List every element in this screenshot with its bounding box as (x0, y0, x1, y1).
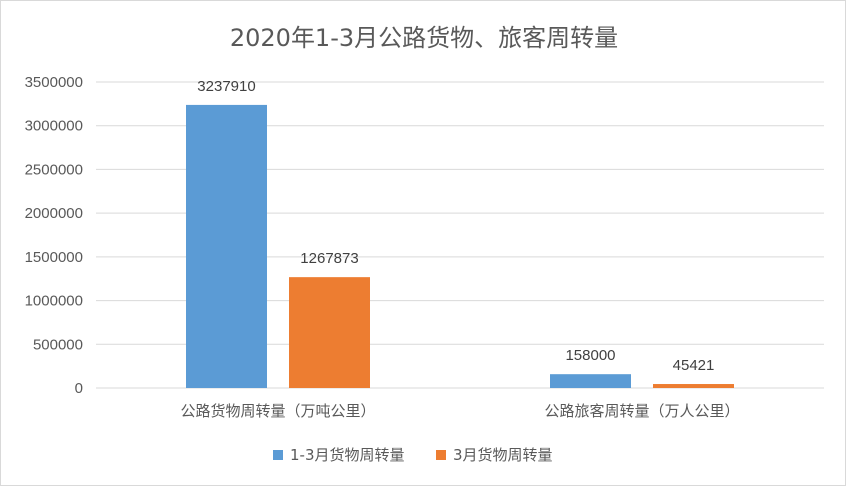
bar-2-1 (289, 277, 370, 388)
data-label: 3237910 (197, 78, 255, 95)
bar-1-2 (550, 374, 631, 388)
x-category-label: 公路旅客周转量（万人公里） (544, 402, 739, 420)
legend: 1-3月货物周转量 3月货物周转量 (273, 446, 553, 464)
y-tick-label: 1500000 (25, 249, 83, 266)
y-tick-label: 3500000 (25, 74, 83, 91)
bar-1-1 (186, 104, 267, 388)
bars (186, 104, 734, 388)
chart-title: 2020年1-3月公路货物、旅客周转量 (230, 24, 618, 52)
legend-swatch (273, 450, 283, 460)
y-tick-label: 2500000 (25, 161, 83, 178)
y-tick-label: 1000000 (25, 293, 83, 310)
data-labels: 3237910 1267873 158000 45421 (197, 78, 714, 374)
legend-label: 1-3月货物周转量 (290, 446, 405, 464)
y-tick-label: 500000 (33, 336, 83, 353)
x-axis-categories: 公路货物周转量（万吨公里） 公路旅客周转量（万人公里） (180, 402, 739, 420)
legend-swatch (436, 450, 446, 460)
y-tick-label: 2000000 (25, 205, 83, 222)
data-label: 45421 (673, 357, 715, 374)
bar-2-2 (653, 384, 734, 388)
y-tick-label: 3000000 (25, 118, 83, 135)
x-category-label: 公路货物周转量（万吨公里） (180, 402, 375, 420)
data-label: 158000 (565, 347, 615, 364)
y-axis-ticks: 0 500000 1000000 1500000 2000000 2500000 30000… (25, 74, 83, 397)
data-label: 1267873 (300, 250, 358, 267)
y-tick-label: 0 (75, 380, 83, 397)
legend-label: 3月货物周转量 (453, 446, 553, 464)
